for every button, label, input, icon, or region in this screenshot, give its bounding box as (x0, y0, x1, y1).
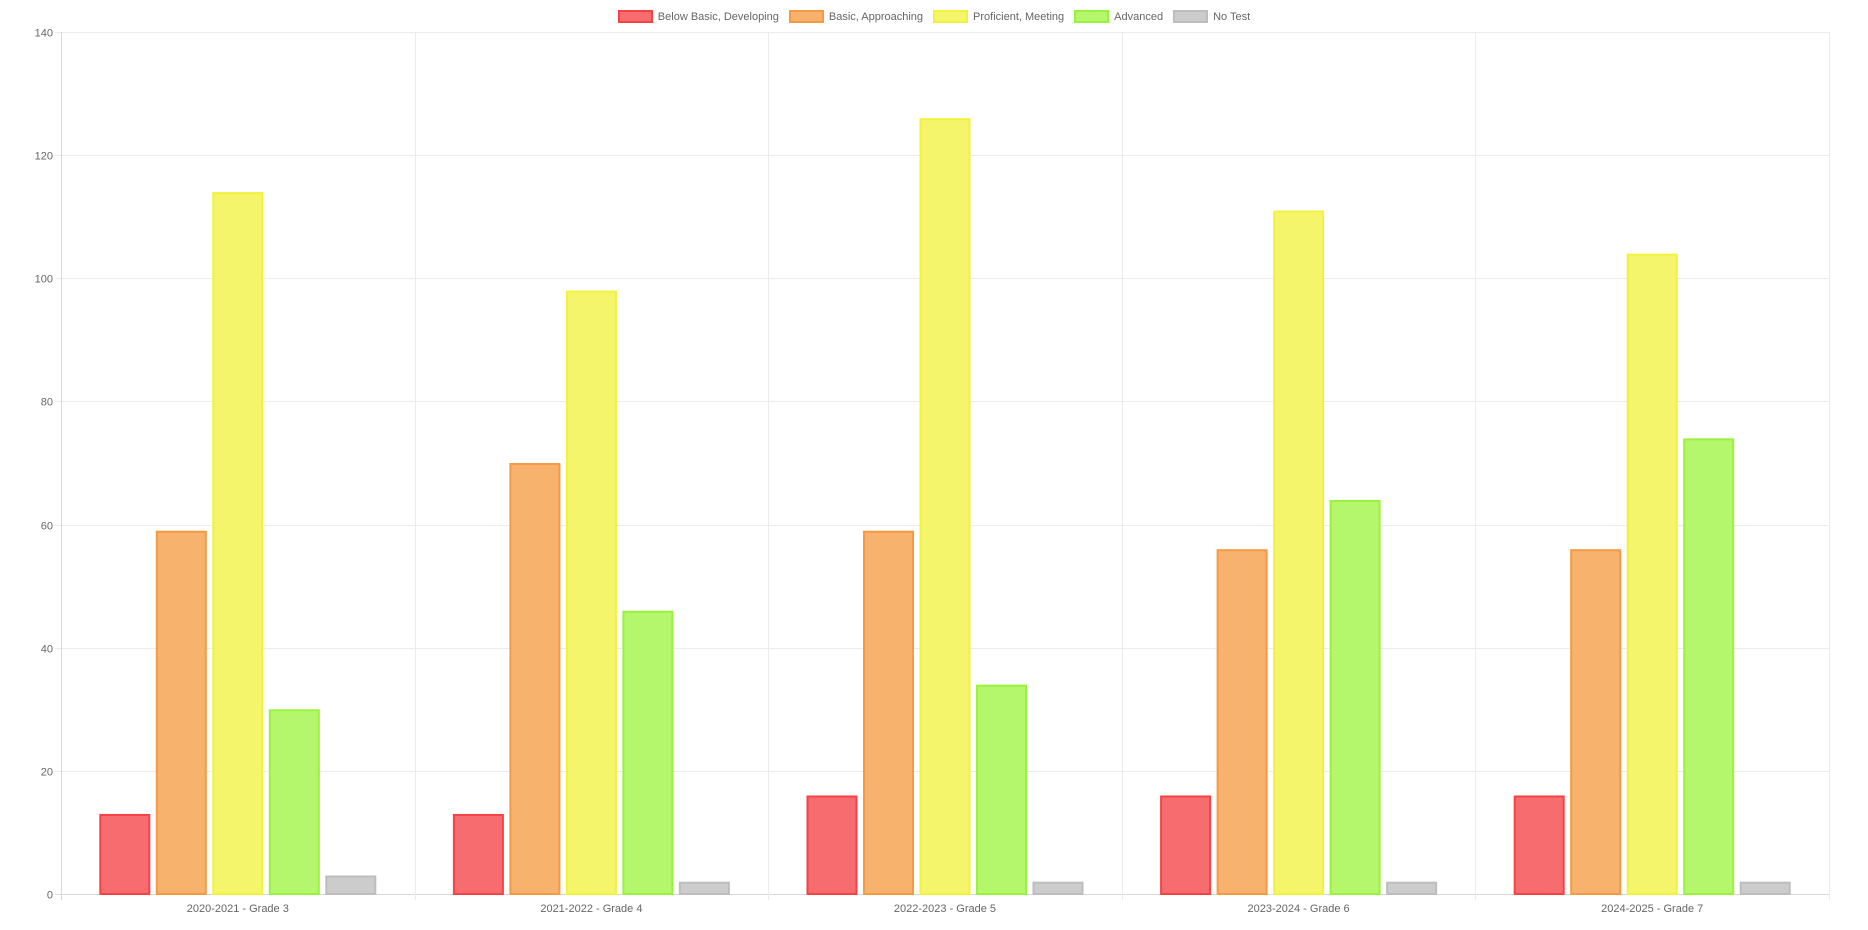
legend-item[interactable]: Below Basic, Developing (617, 10, 779, 23)
bar[interactable]: Below Basic, Developing: 16 (1513, 795, 1565, 895)
legend-swatch (933, 10, 969, 23)
legend-swatch (1074, 10, 1110, 23)
legend-label: Proficient, Meeting (973, 10, 1065, 23)
bar[interactable]: Proficient, Meeting: 126 (919, 118, 971, 895)
x-tick-label: 2020-2021 - Grade 3 (187, 903, 289, 915)
bar[interactable]: Below Basic, Developing: 16 (806, 795, 858, 895)
bar[interactable]: Below Basic, Developing: 13 (99, 813, 151, 896)
legend-item[interactable]: Proficient, Meeting (933, 10, 1064, 23)
bar[interactable]: Proficient, Meeting: 114 (212, 192, 264, 896)
legend-item[interactable]: Basic, Approaching (788, 10, 924, 23)
bars: Below Basic, Developing: 13Basic, Approa… (99, 118, 1791, 896)
legend-label: Advanced (1114, 10, 1164, 23)
y-tick-label: 40 (41, 644, 53, 656)
legend-item[interactable]: No Test (1173, 10, 1250, 23)
legend-swatch (617, 10, 653, 23)
bar[interactable]: Basic, Approaching: 59 (863, 530, 914, 895)
x-tick-label: 2022-2023 - Grade 5 (894, 903, 996, 915)
x-tick-label: 2024-2025 - Grade 7 (1601, 903, 1703, 915)
y-tick-label: 80 (41, 397, 53, 409)
legend-label: Basic, Approaching (828, 10, 924, 23)
bar[interactable]: No Test: 2 (1739, 881, 1791, 896)
y-tick-label: 0 (47, 890, 53, 902)
bar[interactable]: Basic, Approaching: 56 (1570, 549, 1622, 895)
bar[interactable]: Basic, Approaching: 56 (1216, 549, 1268, 895)
y-tick-label: 140 (35, 28, 53, 40)
bar[interactable]: Advanced: 30 (268, 709, 320, 895)
bar[interactable]: No Test: 3 (325, 875, 377, 895)
bar[interactable]: Below Basic, Developing: 13 (452, 813, 504, 896)
y-tick-label: 100 (35, 274, 53, 286)
bar[interactable]: Advanced: 34 (976, 684, 1027, 896)
legend-swatch (788, 10, 824, 23)
x-tick-label: 2021-2022 - Grade 4 (540, 903, 642, 915)
chart-legend: Below Basic, Developing Basic, Approachin… (0, 10, 1868, 23)
legend-label: Below Basic, Developing (657, 10, 779, 23)
bar[interactable]: Basic, Approaching: 70 (509, 463, 561, 895)
legend-item[interactable]: Advanced (1074, 10, 1163, 23)
legend-label: No Test (1213, 10, 1251, 23)
bar[interactable]: Advanced: 64 (1329, 499, 1381, 895)
x-tick-label: 2023-2024 - Grade 6 (1248, 903, 1350, 915)
y-tick-label: 20 (41, 767, 53, 779)
y-tick-label: 60 (41, 521, 53, 533)
y-tick-label: 120 (35, 151, 53, 163)
bar[interactable]: Basic, Approaching: 59 (155, 530, 207, 895)
bar[interactable]: Proficient, Meeting: 98 (565, 290, 617, 896)
y-axis: 0 20 40 60 80 100 120 140 (35, 28, 53, 902)
bar[interactable]: No Test: 2 (678, 881, 730, 896)
bar[interactable]: Proficient, Meeting: 104 (1626, 253, 1678, 895)
bar[interactable]: No Test: 2 (1386, 881, 1438, 896)
bar[interactable]: Advanced: 74 (1683, 438, 1735, 895)
bar[interactable]: No Test: 2 (1032, 881, 1084, 896)
bar[interactable]: Proficient, Meeting: 111 (1273, 210, 1325, 896)
legend-swatch (1173, 10, 1209, 23)
x-axis: 2020-2021 - Grade 3 2021-2022 - Grade 4 20… (187, 903, 1704, 915)
bar[interactable]: Advanced: 46 (622, 610, 674, 895)
bar[interactable]: Below Basic, Developing: 16 (1160, 795, 1212, 895)
